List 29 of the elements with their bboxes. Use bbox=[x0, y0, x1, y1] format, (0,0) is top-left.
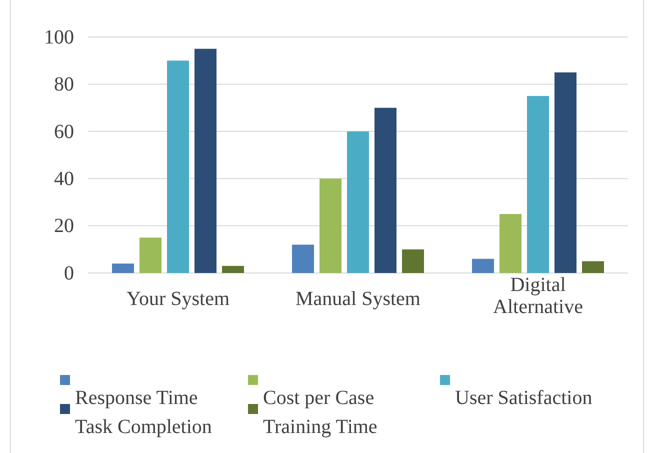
y-tick-label: 40 bbox=[54, 168, 74, 190]
bar bbox=[500, 214, 522, 273]
bar bbox=[292, 244, 314, 273]
bar bbox=[472, 258, 494, 273]
legend-label: Response Time bbox=[75, 387, 198, 409]
bar bbox=[554, 72, 576, 273]
bar bbox=[527, 96, 549, 273]
bar bbox=[347, 131, 369, 273]
y-tick-label: 100 bbox=[44, 26, 74, 48]
bar bbox=[582, 261, 604, 273]
legend-label: Training Time bbox=[263, 416, 378, 438]
bar bbox=[320, 178, 342, 273]
bar bbox=[402, 249, 424, 273]
bar bbox=[222, 266, 244, 273]
bar bbox=[167, 60, 189, 273]
x-tick-label: Digital Alternative bbox=[493, 274, 584, 318]
x-tick-label: Your System bbox=[126, 288, 230, 310]
y-tick-label: 80 bbox=[54, 74, 74, 96]
y-tick-label: 60 bbox=[54, 120, 74, 143]
x-tick-label: Manual System bbox=[296, 288, 421, 310]
y-tick-label: 0 bbox=[64, 262, 74, 284]
legend-label: Cost per Case bbox=[263, 387, 374, 409]
bar bbox=[112, 264, 134, 273]
legend-label: User Satisfaction bbox=[455, 387, 592, 409]
y-tick-label: 20 bbox=[54, 215, 74, 238]
bar bbox=[194, 48, 216, 273]
legend-label: Task Completion bbox=[75, 416, 212, 438]
bar bbox=[374, 108, 396, 273]
bar bbox=[140, 238, 162, 273]
